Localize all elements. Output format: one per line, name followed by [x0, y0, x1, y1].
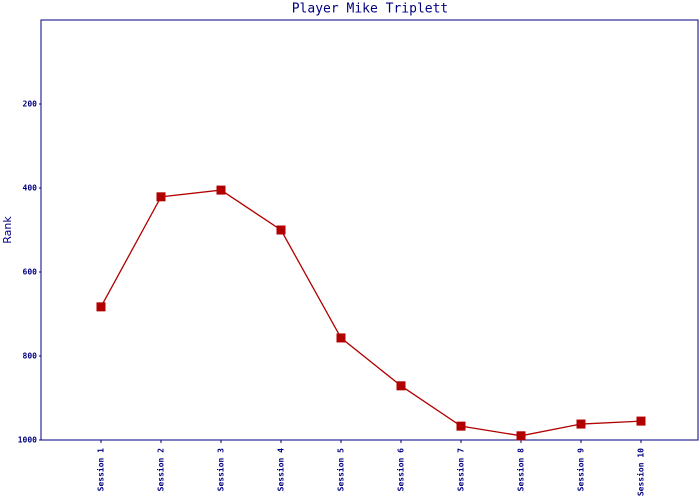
y-axis-label: Rank — [1, 216, 14, 244]
x-tick-label: Session 3 — [216, 448, 226, 492]
y-tick-label: 800 — [23, 352, 38, 361]
x-tick-label: Session 6 — [396, 448, 406, 492]
y-tick-label: 1000 — [18, 436, 37, 445]
marker — [216, 185, 226, 195]
marker — [156, 192, 166, 202]
marker — [336, 333, 346, 343]
y-tick-label: 200 — [23, 100, 38, 109]
marker — [636, 416, 646, 426]
marker — [516, 431, 526, 441]
marker — [396, 381, 406, 391]
line — [100, 189, 642, 437]
marker — [276, 225, 286, 235]
x-tick-label: Session 4 — [276, 448, 286, 492]
x-tick-label: Session 2 — [156, 448, 166, 492]
x-tick-label: Session 10 — [636, 448, 646, 496]
marker — [456, 421, 466, 431]
marker — [96, 302, 106, 312]
x-tick-label: Session 7 — [456, 448, 466, 492]
x-tick-label: Session 1 — [96, 448, 106, 492]
y-tick-label: 600 — [23, 268, 38, 277]
plot-frame — [40, 19, 699, 441]
marker — [576, 419, 586, 429]
x-tick-label: Session 5 — [336, 448, 346, 492]
x-tick-label: Session 8 — [516, 448, 526, 492]
y-tick-label: 400 — [23, 184, 38, 193]
chart-title: Player Mike Triplett — [292, 2, 449, 17]
x-tick-label: Session 9 — [576, 448, 586, 492]
